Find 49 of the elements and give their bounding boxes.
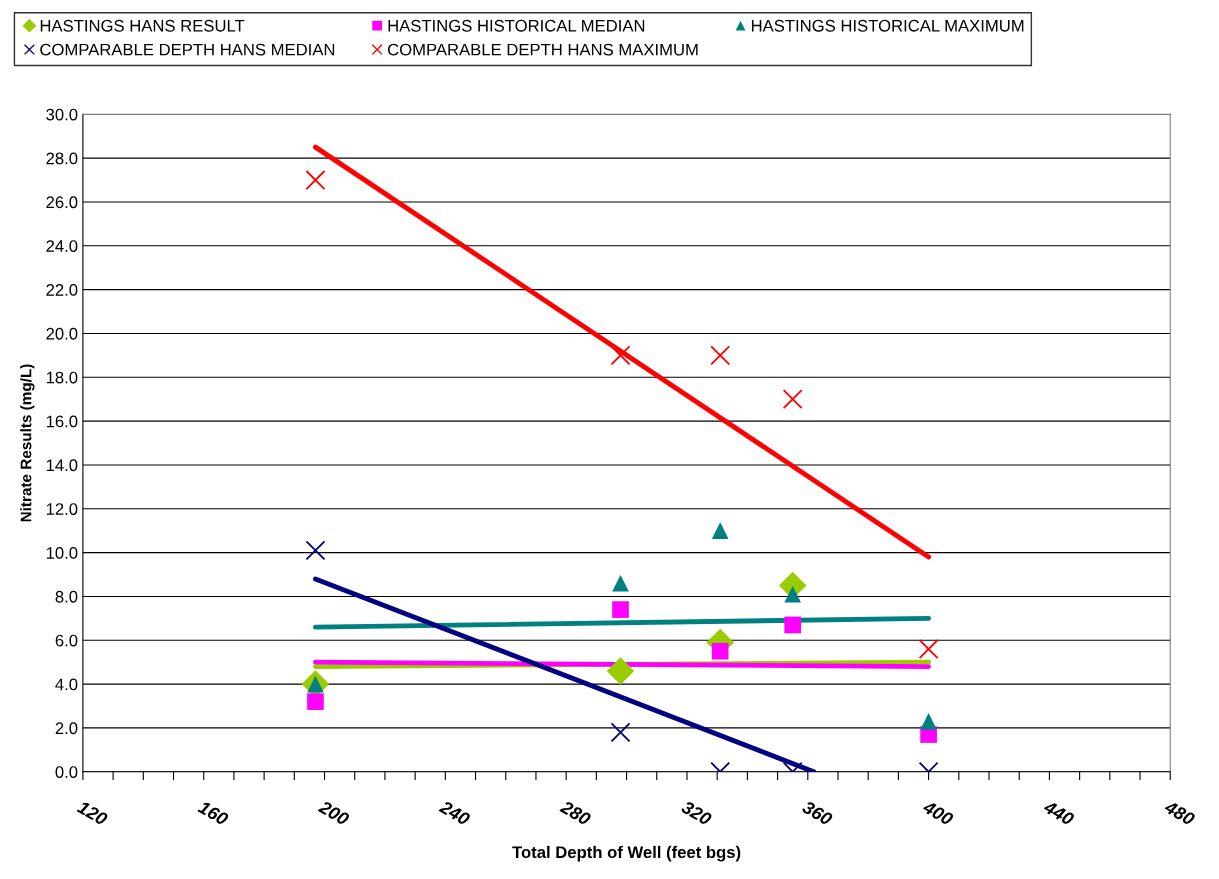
point xyxy=(612,601,629,618)
point xyxy=(610,345,631,366)
point xyxy=(782,389,803,410)
x-tick-label: 200 xyxy=(317,799,351,826)
point xyxy=(610,722,631,743)
point xyxy=(711,642,729,660)
x-tick-label: 480 xyxy=(1163,799,1196,826)
x-axis-title: Total Depth of Well (feet bgs) xyxy=(512,845,741,862)
x-tick-label: 360 xyxy=(801,800,834,826)
y-tick-label: 2.0 xyxy=(55,722,78,735)
point xyxy=(784,585,802,603)
y-tick-label: 18.0 xyxy=(46,371,78,384)
point xyxy=(307,693,324,710)
point xyxy=(920,713,937,730)
point xyxy=(710,345,731,366)
y-tick-label: 30.0 xyxy=(46,108,78,121)
point xyxy=(612,574,629,592)
y-tick-label: 16.0 xyxy=(46,415,78,428)
legend-label: COMPARABLE DEPTH HANS MEDIAN xyxy=(40,43,335,56)
legend-label: COMPARABLE DEPTH HANS MAXIMUM xyxy=(387,43,698,56)
x-tick-label: 120 xyxy=(76,800,109,826)
point xyxy=(606,657,635,685)
y-axis-title: Nitrate Results (mg/L) xyxy=(20,364,35,522)
point xyxy=(305,540,326,561)
legend-label: HASTINGS HANS RESULT xyxy=(40,19,245,32)
y-tick-label: 8.0 xyxy=(55,590,78,603)
y-tick-label: 6.0 xyxy=(55,634,78,647)
y-tick-label: 26.0 xyxy=(46,196,78,209)
point xyxy=(784,616,802,634)
y-tick-label: 12.0 xyxy=(46,503,78,515)
point xyxy=(305,170,326,190)
y-tick-label: 24.0 xyxy=(46,240,78,252)
x-tick-label: 320 xyxy=(680,800,713,826)
x-tick-label: 440 xyxy=(1042,799,1076,826)
x-tick-label: 240 xyxy=(438,799,472,826)
y-tick-label: 20.0 xyxy=(46,327,78,340)
y-tick-label: 14.0 xyxy=(46,459,78,472)
x-tick-label: 160 xyxy=(197,800,230,826)
x-tick-label: 280 xyxy=(559,799,592,826)
x-tick-label: 400 xyxy=(921,799,955,826)
y-tick-label: 22.0 xyxy=(46,284,78,296)
legend-label: HASTINGS HISTORICAL MEDIAN xyxy=(388,19,645,32)
point xyxy=(711,522,729,540)
y-tick-label: 4.0 xyxy=(55,678,78,691)
point xyxy=(918,639,939,659)
legend-label: HASTINGS HISTORICAL MAXIMUM xyxy=(751,19,1024,32)
y-tick-label: 28.0 xyxy=(46,152,78,165)
y-tick-label: 0.0 xyxy=(55,766,78,778)
y-tick-label: 10.0 xyxy=(46,547,78,559)
